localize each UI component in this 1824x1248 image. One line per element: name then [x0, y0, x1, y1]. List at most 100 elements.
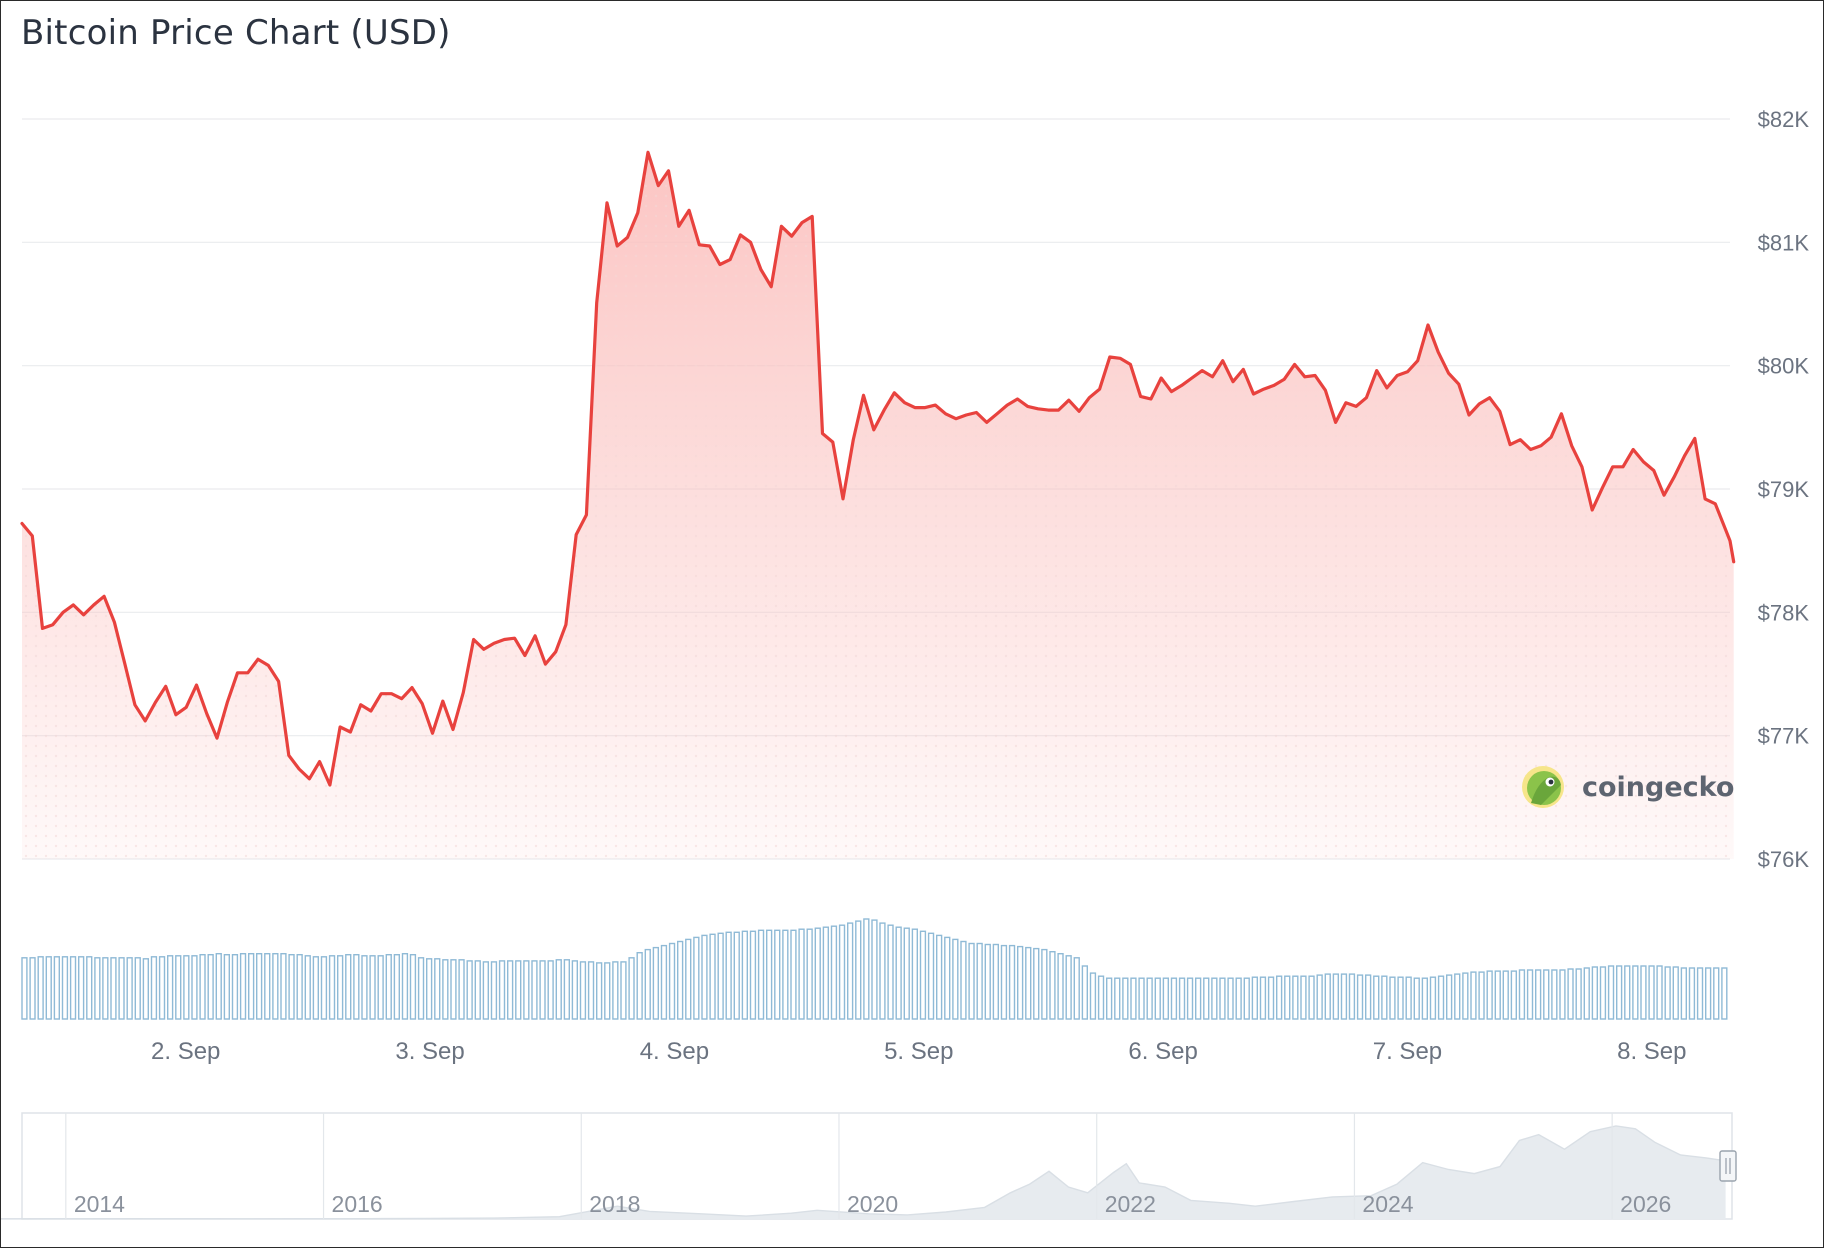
volume-bar	[377, 955, 384, 1020]
volume-bar	[1559, 969, 1566, 1020]
volume-bar	[94, 957, 101, 1020]
volume-bar	[539, 960, 546, 1020]
x-tick-label: 3. Sep	[395, 1038, 464, 1065]
volume-bar	[895, 926, 902, 1020]
volume-bar	[1267, 976, 1275, 1020]
price-area-texture	[22, 152, 1734, 860]
volume-bar	[1219, 977, 1226, 1020]
volume-bar	[417, 957, 425, 1020]
volume-bar	[296, 954, 303, 1020]
price-line-group	[20, 150, 1736, 787]
volume-bar	[45, 956, 52, 1020]
volume-bar	[1308, 975, 1315, 1020]
volume-bar	[223, 954, 230, 1020]
volume-bar	[1049, 951, 1056, 1020]
volume-bar	[1300, 975, 1307, 1020]
volume-bar	[709, 933, 716, 1020]
navigator-year-label: 2018	[589, 1191, 640, 1217]
volume-bar	[596, 962, 603, 1020]
volume-bar	[21, 957, 28, 1020]
volume-bar	[1518, 969, 1526, 1020]
volume-bar	[1502, 970, 1509, 1020]
volume-bar	[1421, 977, 1429, 1020]
volume-bar	[749, 930, 757, 1020]
coingecko-watermark: coingecko	[1522, 766, 1734, 808]
volume-bar	[1713, 967, 1720, 1020]
brand-name: coingecko	[1582, 772, 1734, 803]
volume-bar	[1114, 977, 1121, 1020]
volume-bar	[1494, 970, 1501, 1020]
volume-bar	[1656, 965, 1663, 1020]
volume-bar	[264, 953, 271, 1020]
volume-bar	[320, 956, 328, 1020]
volume-bar	[1389, 976, 1396, 1020]
volume-bar	[944, 936, 951, 1020]
volume-bar	[458, 959, 465, 1020]
volume-bar	[1583, 967, 1590, 1020]
volume-bar	[1284, 975, 1291, 1020]
navigator-range-handle[interactable]	[1719, 1150, 1737, 1182]
volume-bar	[401, 953, 409, 1020]
navigator-year-label: 2026	[1620, 1191, 1671, 1217]
volume-bar	[1429, 976, 1437, 1020]
volume-bar	[685, 938, 692, 1020]
range-navigator[interactable]: 2014 2016 2018 2020 2022 2024 2026	[1, 1112, 1737, 1220]
volume-bar	[29, 957, 36, 1020]
volume-bar	[547, 960, 554, 1020]
volume-bar	[1122, 977, 1129, 1020]
volume-bar	[847, 922, 854, 1020]
volume-bar	[118, 957, 125, 1020]
volume-bar	[434, 958, 441, 1020]
volume-bar	[523, 960, 530, 1020]
volume-bar	[1486, 970, 1493, 1020]
volume-bar	[1405, 976, 1412, 1020]
y-tick-label: $76K	[1758, 847, 1810, 872]
volume-bar	[385, 954, 392, 1020]
volume-bar	[361, 955, 368, 1020]
volume-bar	[304, 955, 311, 1020]
volume-bar	[86, 956, 93, 1020]
volume-bar	[1543, 969, 1550, 1020]
volume-bar	[37, 956, 44, 1020]
volume-bar	[555, 959, 562, 1020]
volume-bar	[1292, 975, 1299, 1020]
navigator-year-label: 2020	[847, 1191, 898, 1217]
y-tick-label: $77K	[1758, 724, 1810, 749]
volume-bar	[1615, 965, 1623, 1020]
volume-bar	[1089, 972, 1097, 1020]
y-axis: $82K $81K $80K $79K $78K $77K $76K	[1758, 107, 1810, 872]
volume-bar	[498, 960, 506, 1020]
volume-bar	[215, 953, 222, 1020]
volume-bar	[652, 946, 660, 1020]
volume-bar	[1664, 966, 1671, 1020]
volume-bar	[952, 938, 959, 1020]
volume-bar	[450, 959, 457, 1020]
volume-bar	[490, 961, 498, 1020]
volume-bar	[1526, 969, 1534, 1020]
volume-bar	[1227, 977, 1234, 1020]
volume-bar	[1567, 968, 1574, 1020]
volume-bar	[1211, 977, 1218, 1020]
volume-bar	[644, 948, 651, 1020]
volume-bar	[903, 927, 910, 1020]
volume-bar	[1203, 977, 1210, 1020]
volume-bar	[693, 936, 700, 1020]
volume-bar	[69, 956, 77, 1020]
volume-bar	[1445, 974, 1453, 1020]
volume-bar	[1437, 975, 1445, 1020]
volume-bar	[612, 961, 619, 1020]
volume-bar	[1073, 957, 1080, 1020]
volume-bar	[579, 961, 587, 1020]
price-line	[20, 150, 1736, 787]
volume-bar	[774, 929, 781, 1020]
volume-bar	[1672, 966, 1679, 1020]
volume-bar	[911, 928, 919, 1020]
y-tick-label: $80K	[1758, 354, 1810, 379]
volume-bar	[1462, 972, 1469, 1020]
volume-bar	[409, 954, 417, 1020]
volume-bar	[1551, 969, 1558, 1020]
volume-bar	[482, 961, 489, 1020]
volume-bar	[199, 954, 206, 1020]
